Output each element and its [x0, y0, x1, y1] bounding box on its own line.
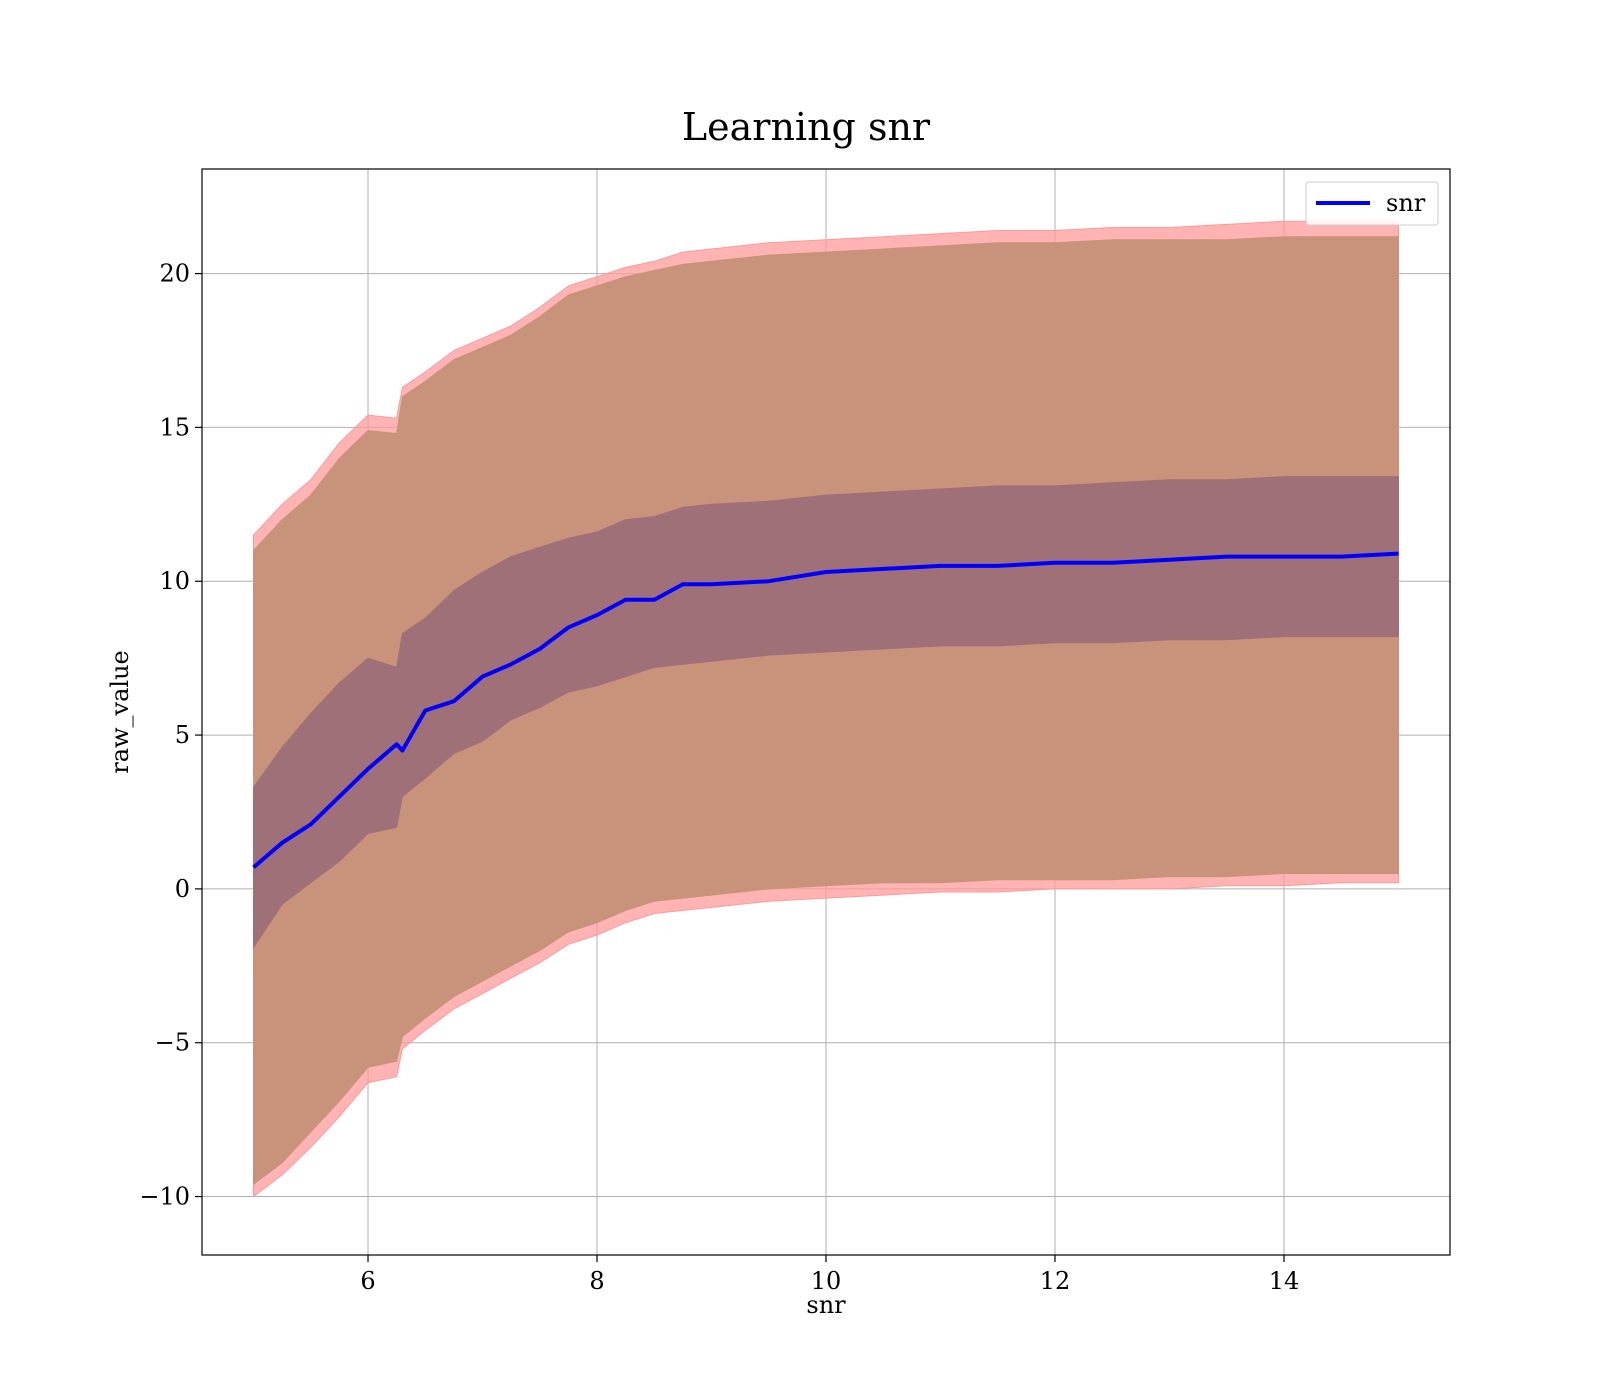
- y-tick-label-5: 15: [159, 413, 190, 441]
- x-tick-label-0: 6: [360, 1267, 375, 1295]
- series-lines: [252, 551, 1399, 869]
- x-tick-label-4: 14: [1269, 1267, 1300, 1295]
- y-tick-label-4: 10: [159, 567, 190, 595]
- x-tick-label-3: 12: [1040, 1267, 1071, 1295]
- y-tick-label-6: 20: [159, 260, 190, 288]
- bands: [253, 220, 1399, 1198]
- y-axis-ticks: −10 −5 0 5 10 15 20: [139, 260, 202, 1211]
- x-axis-label: snr: [806, 1291, 846, 1319]
- y-tick-label-2: 0: [175, 875, 190, 903]
- legend-box: [1305, 181, 1439, 226]
- y-tick-label-1: −5: [155, 1029, 190, 1057]
- legend: snr: [1305, 181, 1439, 226]
- y-axis-label: raw_value: [106, 650, 134, 774]
- band-middle: [253, 236, 1399, 1186]
- x-tick-label-2: 10: [811, 1267, 842, 1295]
- band-inner: [253, 476, 1399, 950]
- x-axis-ticks: 6 8 10 12 14: [360, 1255, 1299, 1295]
- series-line-snr: [252, 551, 1399, 869]
- legend-entry-snr: snr: [1386, 189, 1426, 217]
- y-tick-label-3: 5: [175, 721, 190, 749]
- x-tick-label-1: 8: [589, 1267, 604, 1295]
- chart-title: Learning snr: [682, 105, 931, 149]
- y-tick-label-0: −10: [139, 1183, 190, 1211]
